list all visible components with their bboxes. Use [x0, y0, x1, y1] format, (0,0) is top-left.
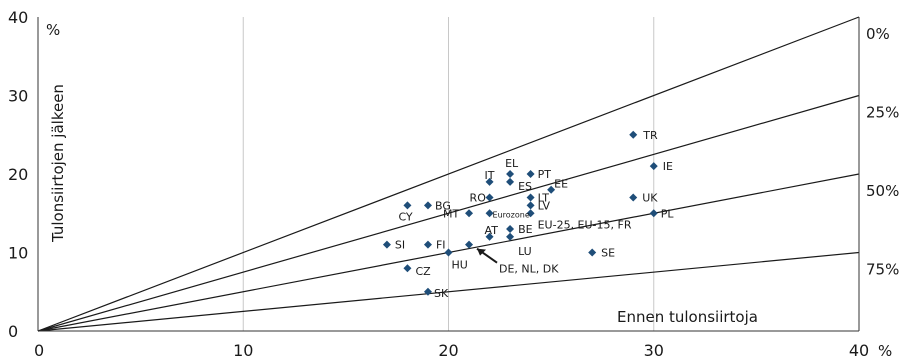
reduction-label: 0% [866, 25, 890, 43]
data-point [526, 201, 535, 210]
data-point [485, 209, 494, 218]
point-label: LV [538, 199, 551, 212]
data-point [465, 240, 474, 249]
point-label: DE, NL, DK [499, 263, 559, 276]
point-label: UK [642, 192, 658, 205]
point-label: HU [452, 259, 468, 272]
annotations [476, 247, 498, 264]
point-label: EU-25, EU-15, FR [538, 218, 632, 231]
data-point [526, 193, 535, 202]
reduction-label: 25% [866, 104, 899, 122]
data-point [444, 248, 453, 257]
data-point [465, 209, 474, 218]
data-point [547, 185, 556, 194]
point-label: PL [661, 207, 675, 220]
data-point [506, 232, 515, 241]
point-label: LU [518, 245, 532, 258]
y-axis-unit: % [46, 21, 60, 39]
data-point [506, 177, 515, 186]
point-label: CY [398, 210, 412, 223]
data-point [506, 170, 515, 178]
y-tick-label: 10 [8, 244, 28, 263]
axes [37, 17, 860, 332]
y-tick-label: 40 [8, 8, 28, 27]
data-point [485, 193, 494, 202]
data-point [485, 177, 494, 186]
point-label: RO [470, 192, 487, 205]
y-tick-label: 30 [8, 87, 28, 106]
reduction-line [37, 94, 860, 332]
data-points [382, 130, 658, 296]
data-point [629, 193, 638, 202]
data-point [403, 264, 412, 273]
x-axis-title: Ennen tulonsiirtoja [617, 308, 758, 326]
point-label: EE [554, 178, 568, 191]
reduction-label: 50% [866, 182, 899, 200]
reduction-line [37, 251, 860, 332]
point-label: SI [395, 239, 405, 252]
data-point [423, 201, 432, 210]
point-label: FI [436, 239, 446, 252]
point-label: SE [601, 247, 615, 260]
y-tick-label: 0 [8, 322, 18, 341]
point-label: BG [435, 199, 451, 212]
point-label: AT [485, 224, 499, 237]
x-tick-label: 30 [644, 341, 664, 360]
tick-labels: 0 10 20 30 40 0 10 20 30 40 [8, 8, 869, 360]
data-point [403, 201, 412, 210]
point-label: PT [538, 168, 552, 181]
x-tick-label: 20 [438, 341, 458, 360]
data-point [649, 209, 658, 218]
point-label: MT [443, 207, 459, 220]
x-tick-label: 10 [233, 341, 253, 360]
reduction-label: 75% [866, 261, 899, 279]
x-axis-unit: % [878, 342, 892, 360]
data-point [485, 232, 494, 241]
reduction-labels: 0% 25% 50% 75% [866, 25, 899, 279]
callout-arrow-head [477, 248, 487, 256]
reduction-line [37, 16, 860, 332]
x-tick-label: 0 [34, 341, 44, 360]
data-point [526, 209, 535, 218]
x-tick-label: 40 [849, 341, 869, 360]
data-point [649, 162, 658, 171]
point-label: LT [538, 192, 550, 205]
point-label: EL [505, 157, 519, 170]
data-point [423, 287, 432, 296]
point-label: ES [518, 180, 532, 193]
point-label: IT [485, 169, 495, 182]
point-label: Eurozone [493, 210, 530, 219]
vertical-gridlines [242, 17, 860, 331]
data-point [526, 170, 535, 178]
data-point [382, 240, 391, 249]
data-point [423, 240, 432, 249]
point-labels: TR IE EL PT IT ES EE UK RO LT CY BG LV MT Eurozone PL EU… [395, 129, 674, 300]
point-label: BE [518, 223, 533, 236]
data-point [588, 248, 597, 257]
y-tick-label: 20 [8, 165, 28, 184]
point-label: CZ [415, 265, 431, 278]
y-axis-title: Tulonsiirtojen jälkeen [49, 84, 67, 243]
point-label: SK [434, 287, 449, 300]
point-label: IE [663, 160, 673, 173]
data-point [506, 224, 515, 233]
data-point [629, 130, 638, 139]
point-label: TR [642, 129, 658, 142]
